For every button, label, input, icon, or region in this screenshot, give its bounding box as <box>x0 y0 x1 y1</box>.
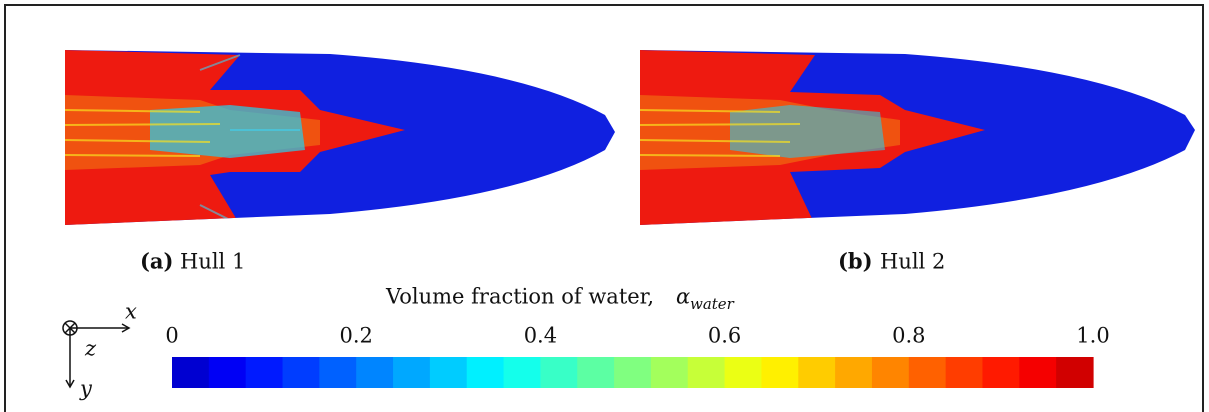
colorbar-segment <box>209 357 246 388</box>
axis-label: x <box>125 300 137 324</box>
panel-caption: Hull 1 <box>180 250 245 274</box>
colorbar-tick-label: 0.2 <box>339 324 372 348</box>
colorbar-segment <box>467 357 504 388</box>
colorbar-tick-label: 0.4 <box>524 324 557 348</box>
colorbar-segment <box>651 357 688 388</box>
panel-label: (b) <box>838 249 873 274</box>
colorbar-segment <box>798 357 835 388</box>
axis-label: z <box>84 337 97 361</box>
colorbar-tick-label: 0.8 <box>892 324 925 348</box>
colorbar-symbol: α <box>676 285 690 309</box>
colorbar-segment <box>172 357 209 388</box>
colorbar-segment <box>872 357 909 388</box>
colorbar-segment <box>909 357 946 388</box>
colorbar-segment <box>504 357 541 388</box>
colorbar-tick-label: 0.6 <box>708 324 741 348</box>
hull-1-image <box>60 45 620 230</box>
colorbar-segment <box>356 357 393 388</box>
colorbar-segment <box>430 357 467 388</box>
colorbar-segment <box>725 357 762 388</box>
colorbar-segment <box>1019 357 1056 388</box>
colorbar-segment <box>577 357 614 388</box>
panel-caption: Hull 2 <box>880 250 945 274</box>
colorbar-title: Volume fraction of water, <box>385 285 654 309</box>
colorbar-segment <box>835 357 872 388</box>
colorbar-tick-label: 0 <box>165 324 178 348</box>
colorbar-segment <box>319 357 356 388</box>
colorbar-segment <box>393 357 430 388</box>
colorbar-segment <box>688 357 725 388</box>
colorbar-segment <box>761 357 798 388</box>
colorbar-segment <box>540 357 577 388</box>
colorbar-segment <box>283 357 320 388</box>
colorbar-segment <box>1056 357 1093 388</box>
colorbar-segment <box>982 357 1019 388</box>
colorbar-segment <box>246 357 283 388</box>
colorbar-subscript: water <box>690 295 735 313</box>
axis-label: y <box>79 377 93 401</box>
figure: (a) Hull 1 (b) Hull 2 Volume fraction of… <box>0 0 1209 412</box>
panel-label: (a) <box>140 249 173 274</box>
colorbar-segment <box>946 357 983 388</box>
hull-2-image <box>635 45 1200 230</box>
colorbar-segment <box>614 357 651 388</box>
colorbar-tick-label: 1.0 <box>1076 324 1109 348</box>
